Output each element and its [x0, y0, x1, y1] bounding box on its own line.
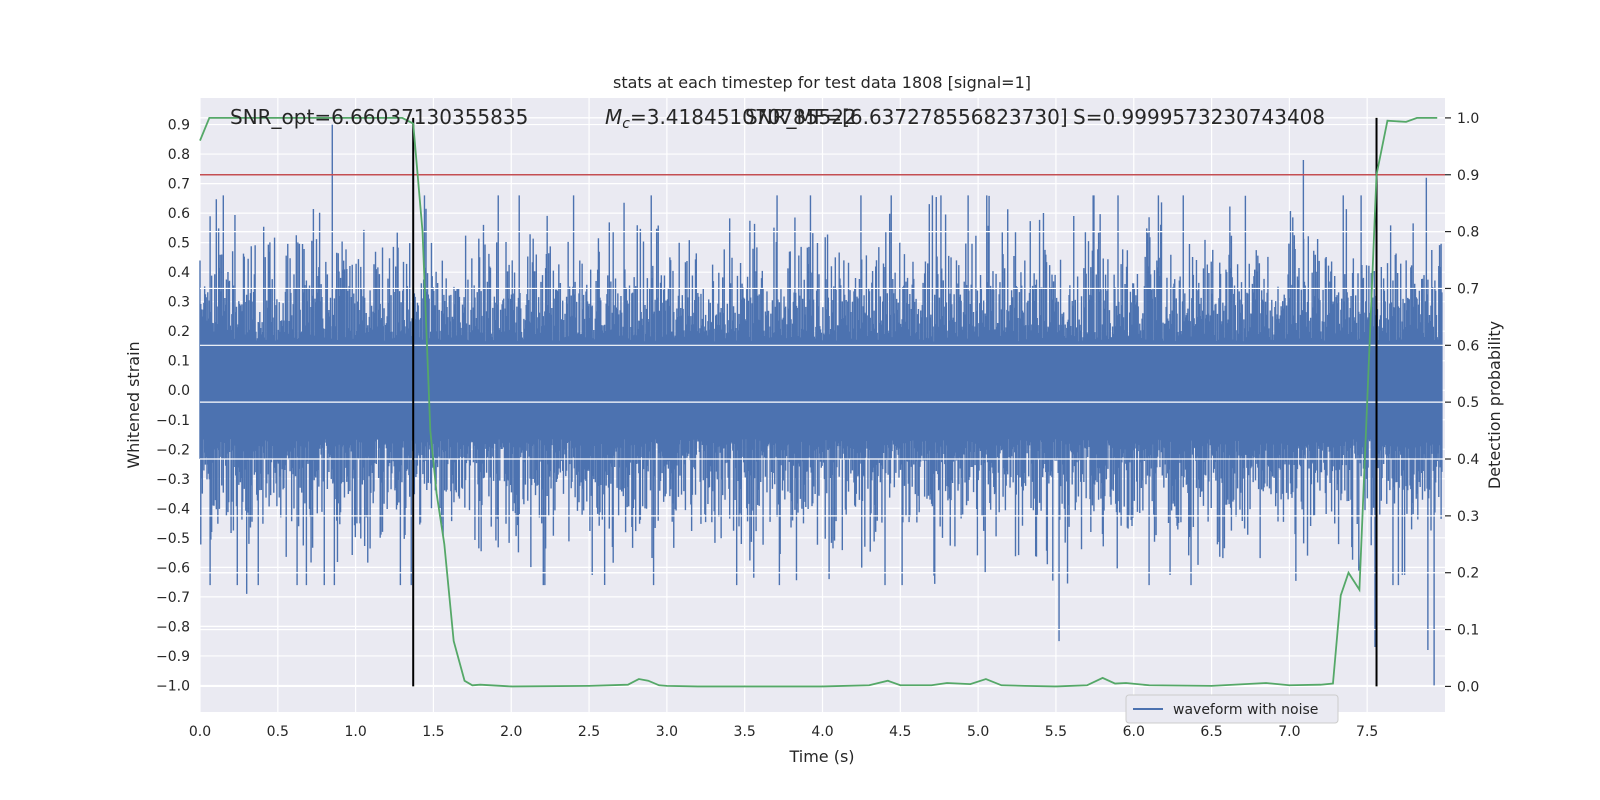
chart-title: stats at each timestep for test data 180… [613, 73, 1031, 92]
y-tick-label-right: 0.3 [1457, 509, 1479, 525]
y-tick-label-right: 0.8 [1457, 225, 1479, 241]
y-tick-label-left: 0.5 [168, 236, 190, 252]
left-axis-ticks: 0.9 0.8 0.7 0.6 0.5 0.4 0.3 0.2 0.1 0.0 −0.1 −0.2 −0… [156, 118, 190, 695]
y-tick-label-left: 0.7 [168, 177, 190, 193]
y-tick-label-left: −0.7 [156, 590, 190, 606]
y-tick-label-right: 0.5 [1457, 395, 1479, 411]
x-tick-label: 3.5 [734, 724, 756, 740]
right-axis-ticks: 1.0 0.9 0.8 0.7 0.6 0.5 0.4 0.3 0.2 0.1 0.0 [1445, 111, 1479, 695]
y-tick-label-right: 0.6 [1457, 338, 1479, 354]
y-tick-label-left: −0.5 [156, 531, 190, 547]
x-tick-label: 4.5 [889, 724, 911, 740]
x-tick-label: 2.5 [578, 724, 600, 740]
x-tick-label: 6.5 [1200, 724, 1222, 740]
y-tick-label-left: −0.3 [156, 472, 190, 488]
x-tick-label: 5.5 [1045, 724, 1067, 740]
annotation-snr-mf: SNR_MF=[6.637278556823730] [745, 105, 1068, 129]
waveform-path [199, 124, 1443, 686]
x-tick-label: 0.0 [189, 724, 211, 740]
x-tick-label: 1.0 [344, 724, 366, 740]
y-tick-label-left: 0.0 [168, 383, 190, 399]
y-tick-label-right: 0.2 [1457, 566, 1479, 582]
x-tick-label: 4.0 [811, 724, 833, 740]
x-axis-label: Time (s) [788, 747, 854, 766]
y-tick-label-left: −0.8 [156, 619, 190, 635]
x-tick-label: 3.0 [656, 724, 678, 740]
legend-box [1125, 694, 1339, 724]
annotation-snr-opt: SNR_opt=6.66037130355835 [230, 105, 528, 129]
legend: waveform with noise [1125, 694, 1339, 724]
y-tick-label-right: 0.0 [1457, 679, 1479, 695]
y-axis-label-left: Whitened strain [124, 341, 143, 468]
y-tick-label-left: 0.9 [168, 118, 190, 134]
x-tick-label: 1.5 [422, 724, 444, 740]
y-tick-label-left: 0.2 [168, 324, 190, 340]
annotation-mc-subscript: c [622, 116, 630, 132]
x-tick-label: 0.5 [267, 724, 289, 740]
y-tick-label-right: 0.1 [1457, 623, 1479, 639]
y-tick-label-left: −0.6 [156, 560, 190, 576]
y-tick-label-left: 0.4 [168, 265, 190, 281]
x-tick-label: 7.5 [1356, 724, 1378, 740]
y-tick-label-left: 0.1 [168, 354, 190, 370]
x-tick-label: 5.0 [967, 724, 989, 740]
y-tick-label-left: 0.3 [168, 295, 190, 311]
detection-probability-line [199, 117, 1438, 688]
x-tick-label: 7.0 [1278, 724, 1300, 740]
y-tick-label-left: −0.2 [156, 442, 190, 458]
legend-label: waveform with noise [1173, 702, 1318, 718]
y-axis-label-right: Detection probability [1485, 321, 1504, 489]
overlay-lines [199, 117, 1445, 688]
y-tick-label-right: 1.0 [1457, 111, 1479, 127]
x-tick-label: 6.0 [1123, 724, 1145, 740]
y-tick-label-left: −0.1 [156, 413, 190, 429]
y-tick-label-left: −0.4 [156, 501, 190, 517]
y-tick-label-right: 0.7 [1457, 281, 1479, 297]
annotation-s: S=0.9999573230743408 [1073, 105, 1325, 129]
y-tick-label-left: 0.6 [168, 206, 190, 222]
x-axis-ticks: 0.0 0.5 1.0 1.5 2.0 2.5 3.0 3.5 4.0 4.5 5.0 5.5 6.0 6… [189, 724, 1378, 740]
y-tick-label-left: −1.0 [156, 678, 190, 694]
y-tick-label-right: 0.9 [1457, 168, 1479, 184]
annotation-mc-symbol: M [605, 105, 622, 129]
y-tick-label-left: 0.8 [168, 147, 190, 163]
annotation-mc: Mc=3.418451070785522 [605, 105, 857, 132]
y-tick-label-right: 0.4 [1457, 452, 1479, 468]
annotation-mc-value: =3.418451070785522 [630, 105, 857, 129]
waveform-series [199, 124, 1443, 686]
x-tick-label: 2.0 [500, 724, 522, 740]
y-tick-label-left: −0.9 [156, 649, 190, 665]
